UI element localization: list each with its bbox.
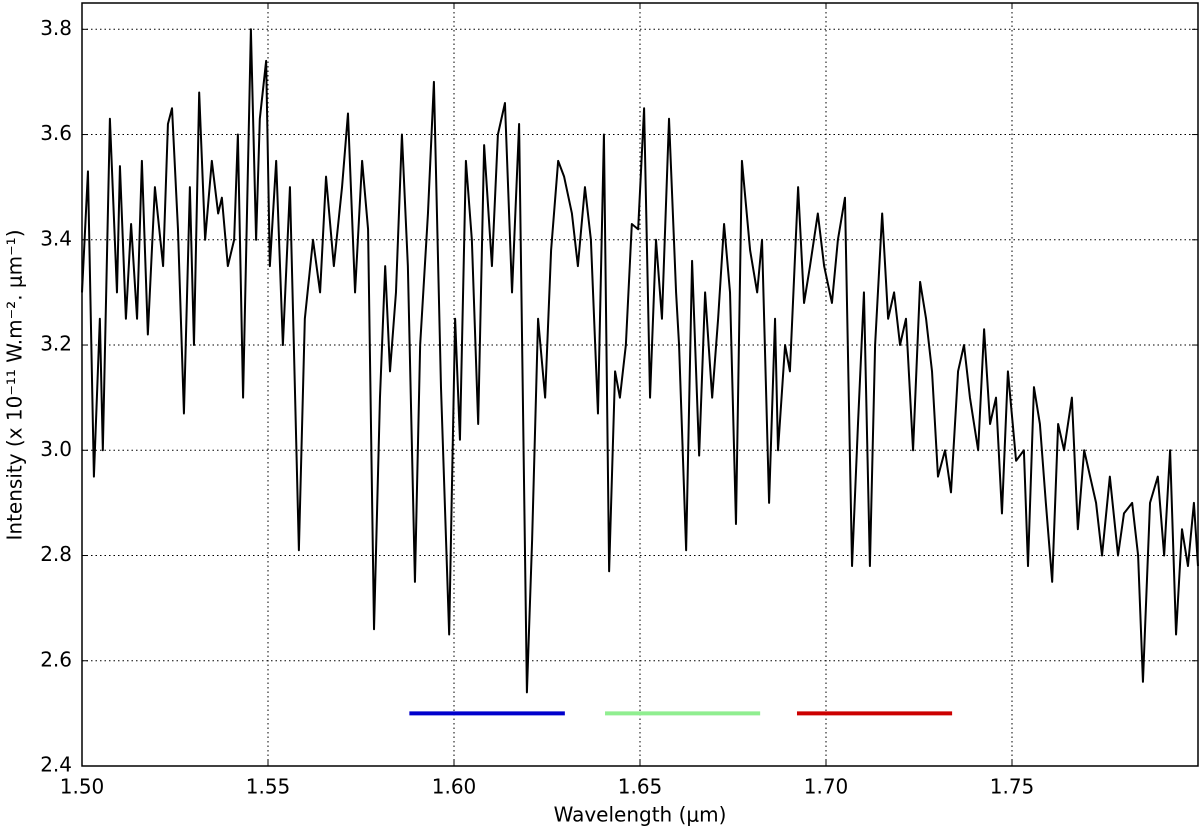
y-tick-label: 3.2: [40, 332, 72, 356]
y-tick-label: 3.4: [40, 226, 72, 250]
spectrum-line: [81, 28, 1199, 694]
y-tick-label: 2.8: [40, 542, 72, 566]
x-tick-label: 1.60: [432, 775, 477, 799]
y-tick-label: 3.6: [40, 121, 72, 145]
x-tick-label: 1.50: [60, 775, 105, 799]
y-tick-label: 3.8: [40, 16, 72, 40]
y-tick-label: 3.0: [40, 437, 72, 461]
x-tick-label: 1.75: [990, 775, 1035, 799]
x-tick-label: 1.70: [804, 775, 849, 799]
x-tick-label: 1.55: [246, 775, 291, 799]
x-axis-label: Wavelength (μm): [554, 803, 727, 827]
x-tick-label: 1.65: [618, 775, 663, 799]
y-tick-label: 2.4: [40, 753, 72, 777]
plot-frame: [81, 2, 1199, 767]
y-tick-label: 2.6: [40, 647, 72, 671]
y-axis-label: Intensity (x 10⁻¹¹ W.m⁻². μm⁻¹): [3, 230, 27, 541]
